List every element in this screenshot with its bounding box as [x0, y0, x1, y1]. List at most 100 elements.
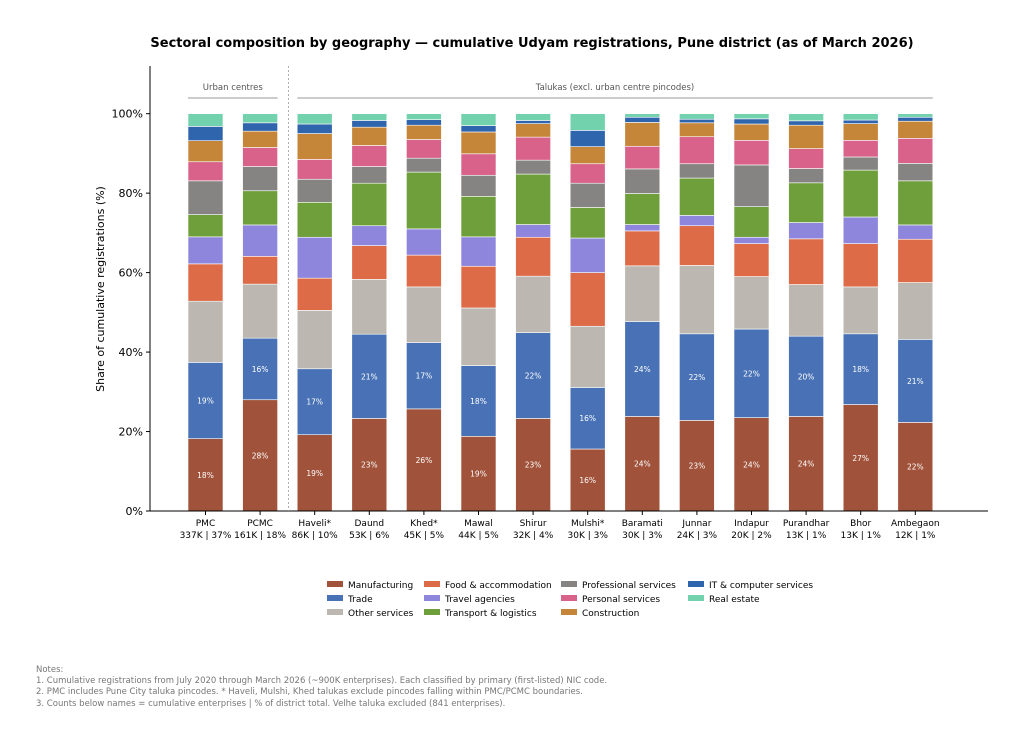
bar-segment-personal-services-purandhar — [788, 148, 824, 169]
legend-label-other-services: Other services — [348, 609, 414, 619]
bar-segment-real-estate-shirur — [515, 113, 551, 121]
x-tick-label-khed: Khed* — [410, 519, 438, 529]
legend-label-travel-agencies: Travel agencies — [444, 595, 515, 605]
legend-label-professional-services: Professional services — [582, 581, 676, 591]
bar-segment-real-estate-baramati — [624, 113, 661, 118]
group-label-talukas-excl-urban-centre-pincodes: Talukas (excl. urban centre pincodes) — [535, 83, 694, 93]
data-label-manufacturing-indapur: 24% — [743, 460, 760, 469]
bar-segment-professional-services-baramati — [624, 168, 661, 194]
legend: Manufacturing Trade Other services Food & a… — [327, 581, 813, 619]
bar-segment-other-services-haveli — [296, 310, 333, 370]
legend-swatch-trade — [327, 595, 343, 601]
notes-heading: Notes: — [36, 665, 64, 675]
bar-segment-real-estate-purandhar — [788, 113, 824, 122]
bar-segment-trade-bhor — [842, 333, 879, 405]
x-tick-label-bhor: Bhor — [850, 519, 871, 529]
legend-swatch-real-estate — [688, 595, 704, 601]
legend-label-transport-logistics: Transport & logistics — [444, 609, 537, 619]
bar-segment-transport-logistics-shirur — [515, 173, 551, 225]
data-label-manufacturing-purandhar: 24% — [798, 460, 815, 469]
bar-segment-personal-services-mulshi — [569, 163, 606, 184]
bar-segment-it-computer-services-haveli — [296, 123, 333, 134]
bar-segment-trade-purandhar — [788, 335, 824, 417]
data-label-trade-daund: 21% — [361, 372, 378, 381]
bar-segment-manufacturing-bhor — [842, 404, 879, 512]
data-label-trade-baramati: 24% — [634, 365, 651, 374]
bar-segment-real-estate-mawal — [460, 113, 497, 126]
x-tick-label-pmc: PMC — [196, 519, 215, 529]
bar-segment-personal-services-haveli — [296, 159, 333, 180]
bar-segment-real-estate-pmc — [187, 113, 224, 127]
y-tick-label: 60% — [119, 267, 143, 280]
bar-segment-professional-services-indapur — [733, 164, 770, 207]
x-tick-sublabel-mawal: 44K | 5% — [458, 531, 499, 541]
bar-segment-personal-services-ambegaon — [897, 138, 934, 164]
x-tick-label-ambegaon: Ambegaon — [891, 519, 940, 529]
bar-segment-travel-agencies-mawal — [460, 236, 497, 267]
bar-segment-travel-agencies-bhor — [842, 216, 879, 244]
bar-segment-food-accommodation-shirur — [515, 236, 551, 277]
bar-segment-manufacturing-shirur — [515, 418, 551, 512]
notes-block: Notes: 1. Cumulative registrations from … — [36, 665, 607, 710]
bar-segment-travel-agencies-indapur — [733, 236, 770, 244]
data-label-manufacturing-baramati: 24% — [634, 460, 651, 469]
bar-segment-other-services-junnar — [679, 265, 715, 335]
data-label-manufacturing-ambegaon: 22% — [907, 463, 924, 472]
bar-segment-food-accommodation-haveli — [296, 277, 333, 311]
bar-segment-professional-services-mawal — [460, 174, 497, 197]
data-label-manufacturing-pcmc: 28% — [252, 451, 269, 460]
data-label-manufacturing-junnar: 23% — [689, 462, 706, 471]
bar-segment-personal-services-pmc — [187, 161, 224, 182]
bar-segment-trade-junnar — [679, 333, 715, 421]
bar-segment-it-computer-services-daund — [351, 120, 388, 128]
bar-segment-personal-services-pcmc — [242, 147, 278, 167]
bar-segment-professional-services-bhor — [842, 156, 879, 171]
bar-segment-real-estate-pcmc — [242, 113, 278, 124]
bar-segment-food-accommodation-bhor — [842, 243, 879, 288]
bar-segment-personal-services-daund — [351, 145, 388, 167]
bar-segment-trade-ambegaon — [897, 339, 934, 423]
bar-segment-manufacturing-purandhar — [788, 416, 824, 512]
data-label-trade-mulshi: 16% — [579, 414, 596, 423]
bar-segment-food-accommodation-indapur — [733, 243, 770, 277]
bar-segment-it-computer-services-bhor — [842, 119, 879, 124]
data-label-manufacturing-mawal: 19% — [470, 470, 487, 479]
y-tick-label: 80% — [119, 187, 143, 200]
y-tick-label: 40% — [119, 346, 143, 359]
x-tick-sublabel-purandhar: 13K | 1% — [786, 531, 827, 541]
bar-segment-personal-services-mawal — [460, 153, 497, 176]
bar-segment-travel-agencies-daund — [351, 225, 388, 246]
bar-segment-it-computer-services-khed — [406, 119, 442, 126]
bar-segment-other-services-mawal — [460, 307, 497, 366]
x-tick-label-shirur: Shirur — [520, 519, 547, 529]
x-tick-sublabel-baramati: 30K | 3% — [622, 531, 663, 541]
legend-swatch-professional-services — [561, 581, 577, 587]
bar-segment-it-computer-services-baramati — [624, 116, 661, 123]
x-tick-label-junnar: Junnar — [681, 519, 711, 529]
legend-label-real-estate: Real estate — [709, 595, 760, 605]
data-label-manufacturing-shirur: 23% — [525, 461, 542, 470]
bar-segment-food-accommodation-purandhar — [788, 238, 824, 285]
data-label-manufacturing-daund: 23% — [361, 461, 378, 470]
bar-segment-manufacturing-indapur — [733, 417, 770, 512]
data-label-manufacturing-bhor: 27% — [852, 454, 869, 463]
x-tick-sublabel-mulshi: 30K | 3% — [568, 531, 609, 541]
bar-segment-transport-logistics-pcmc — [242, 190, 278, 226]
bar-segment-other-services-bhor — [842, 286, 879, 335]
chart-title: Sectoral composition by geography — cumu… — [150, 36, 913, 51]
bar-segment-trade-haveli — [296, 368, 333, 436]
bar-segment-transport-logistics-haveli — [296, 201, 333, 238]
bar-segment-personal-services-shirur — [515, 136, 551, 161]
legend-swatch-transport-logistics — [424, 609, 440, 615]
data-label-trade-khed: 17% — [416, 372, 433, 381]
bar-segment-manufacturing-mawal — [460, 436, 497, 512]
x-tick-label-pcmc: PCMC — [247, 519, 273, 529]
legend-swatch-construction — [561, 609, 577, 615]
bar-segment-travel-agencies-khed — [406, 228, 442, 256]
x-tick-sublabel-khed: 45K | 5% — [404, 531, 445, 541]
bar-segment-trade-mawal — [460, 365, 497, 437]
data-label-manufacturing-khed: 26% — [416, 456, 433, 465]
data-label-trade-junnar: 22% — [689, 373, 706, 382]
bar-segment-real-estate-bhor — [842, 113, 879, 121]
x-tick-sublabel-indapur: 20K | 2% — [731, 531, 772, 541]
